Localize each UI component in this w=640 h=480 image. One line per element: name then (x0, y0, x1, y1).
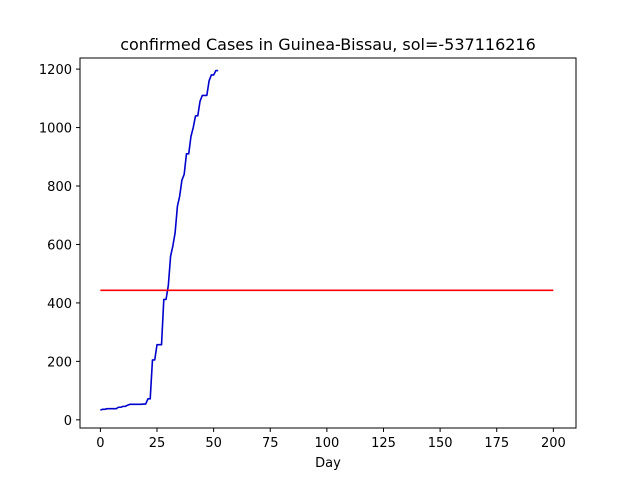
x-tick-label: 50 (205, 436, 222, 451)
y-tick-label: 1200 (39, 63, 72, 78)
x-tick-label: 75 (262, 436, 279, 451)
x-tick-label: 125 (371, 436, 396, 451)
x-tick-label: 0 (96, 436, 104, 451)
y-tick-label: 200 (47, 355, 72, 370)
y-tick-label: 1000 (39, 122, 72, 137)
plot-area: 0 25 50 75 100 125 150 175 200 0 200 400 600 800 1000 1… (39, 57, 577, 451)
y-tick-label: 800 (47, 180, 72, 195)
y-tick-label: 0 (64, 414, 72, 429)
x-tick-label: 150 (428, 436, 453, 451)
y-tick-label: 400 (47, 297, 72, 312)
plot-frame (79, 57, 577, 429)
chart-title: confirmed Cases in Guinea-Bissau, sol=-5… (120, 35, 536, 54)
x-tick-label: 100 (314, 436, 339, 451)
x-axis-title: Day (315, 456, 341, 471)
x-tick-label: 25 (149, 436, 166, 451)
x-tick-label: 200 (541, 436, 566, 451)
series-line-0 (100, 69, 219, 411)
y-tick-label: 600 (47, 238, 72, 253)
x-tick-label: 175 (484, 436, 509, 451)
